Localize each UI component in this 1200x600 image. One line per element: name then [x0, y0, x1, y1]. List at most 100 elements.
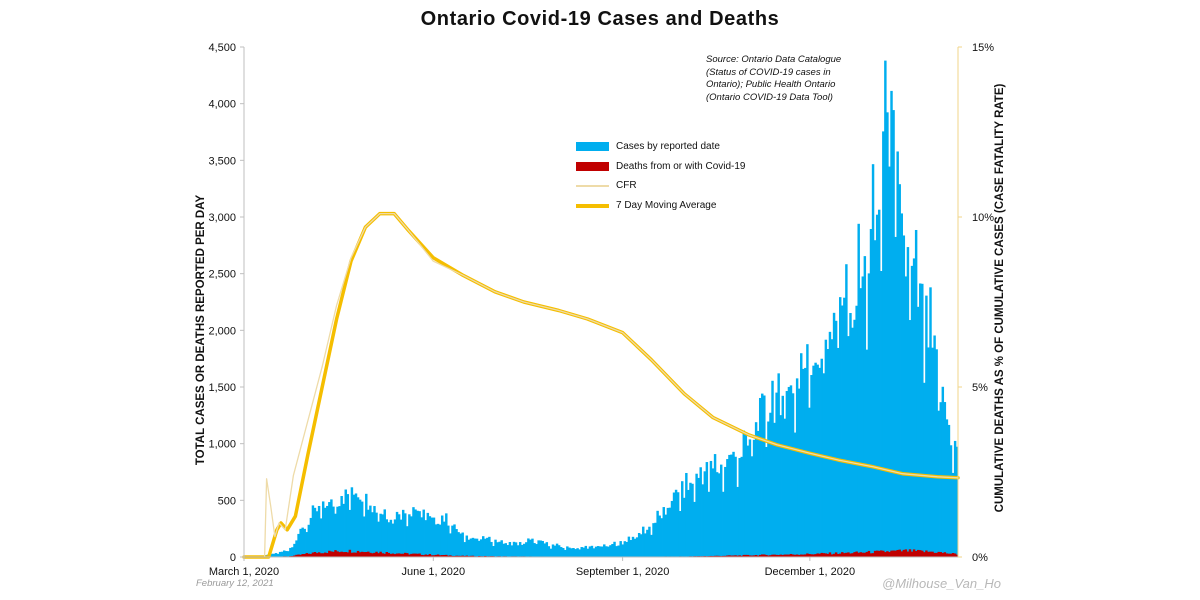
case-bar — [783, 418, 787, 557]
death-bar — [746, 554, 750, 557]
death-bar — [892, 550, 895, 557]
case-bar — [921, 283, 924, 557]
death-bar — [769, 555, 772, 557]
death-bar — [765, 554, 768, 557]
case-bar — [894, 236, 897, 557]
case-bar — [687, 489, 690, 557]
death-bar — [469, 555, 473, 557]
death-bar — [902, 549, 906, 557]
case-bar — [492, 546, 495, 557]
death-bar — [867, 550, 871, 557]
cfr-line — [263, 212, 959, 558]
case-bar — [623, 541, 627, 557]
case-bar — [385, 519, 389, 557]
case-bar — [851, 327, 854, 557]
case-bar — [465, 535, 469, 557]
case-bar — [276, 553, 280, 557]
case-bar — [705, 462, 709, 557]
case-bar — [635, 537, 639, 557]
case-bar — [551, 544, 555, 557]
case-bar — [875, 214, 879, 557]
death-bar — [841, 552, 844, 557]
case-bar — [769, 412, 772, 557]
case-bar — [463, 542, 466, 557]
death-bar — [457, 555, 460, 557]
death-bar — [781, 554, 784, 557]
case-bar — [902, 235, 906, 558]
case-bar — [740, 456, 743, 557]
chart-title: Ontario Covid-19 Cases and Deaths — [420, 8, 780, 30]
death-bar — [814, 554, 817, 557]
case-bar — [668, 507, 672, 557]
death-bar — [389, 553, 393, 557]
death-bar — [317, 552, 321, 557]
death-bar — [884, 552, 887, 557]
death-bar — [426, 554, 430, 557]
case-bar — [941, 386, 945, 557]
case-bar — [953, 440, 957, 557]
death-bar — [352, 552, 356, 557]
death-bar — [935, 552, 938, 557]
legend-label-cases: Cases by reported date — [616, 141, 720, 152]
death-bar — [373, 552, 376, 557]
case-bar — [399, 519, 403, 557]
death-bar — [806, 553, 809, 557]
death-bar — [880, 550, 883, 557]
death-bar — [344, 552, 347, 557]
death-bar — [436, 554, 440, 557]
case-bar — [467, 539, 471, 557]
death-bar — [307, 553, 311, 557]
case-bar — [381, 514, 384, 557]
case-bar — [717, 473, 721, 557]
death-bar — [919, 550, 922, 557]
death-bar — [916, 549, 920, 557]
death-bar — [845, 552, 848, 557]
death-bar — [428, 554, 432, 557]
case-bar — [525, 542, 528, 557]
case-bar — [321, 501, 325, 557]
case-bar — [307, 524, 311, 557]
death-bar — [371, 553, 374, 557]
case-bar — [451, 525, 454, 557]
death-bar — [939, 552, 942, 557]
case-bar — [923, 382, 926, 557]
death-bar — [717, 555, 721, 557]
case-bar — [475, 538, 479, 557]
death-bar — [761, 554, 764, 557]
case-bar — [802, 368, 805, 557]
case-bar — [406, 526, 409, 557]
case-bar — [471, 537, 475, 557]
case-bar — [332, 506, 335, 557]
case-bar — [319, 518, 323, 557]
case-bar — [726, 459, 729, 557]
death-bar — [445, 554, 448, 557]
death-bar — [354, 552, 358, 557]
case-bar — [625, 541, 629, 557]
death-bar — [328, 550, 331, 557]
watermark: @Milhouse_Van_Ho — [882, 576, 1001, 591]
death-bar — [395, 553, 399, 557]
case-bar — [836, 347, 840, 557]
death-bar — [440, 555, 444, 557]
case-bar — [295, 540, 298, 557]
case-bar — [324, 507, 327, 557]
case-bar — [287, 551, 290, 557]
case-bar — [500, 540, 503, 557]
case-bar — [545, 542, 549, 557]
case-bar — [793, 432, 797, 557]
y-right-tick-label: 15% — [972, 42, 994, 54]
case-bar — [510, 545, 514, 557]
death-bar — [771, 554, 774, 557]
death-bar — [728, 555, 731, 557]
y-left-tick-label: 1,000 — [208, 439, 236, 451]
case-bar — [580, 547, 583, 557]
death-bar — [365, 552, 368, 557]
case-bar — [477, 540, 481, 557]
death-bar — [744, 554, 748, 557]
case-bar — [422, 509, 425, 557]
case-bar — [863, 256, 867, 557]
case-bar — [562, 548, 565, 557]
death-bar — [773, 554, 776, 557]
case-bar — [363, 516, 366, 557]
death-bar — [857, 552, 860, 557]
